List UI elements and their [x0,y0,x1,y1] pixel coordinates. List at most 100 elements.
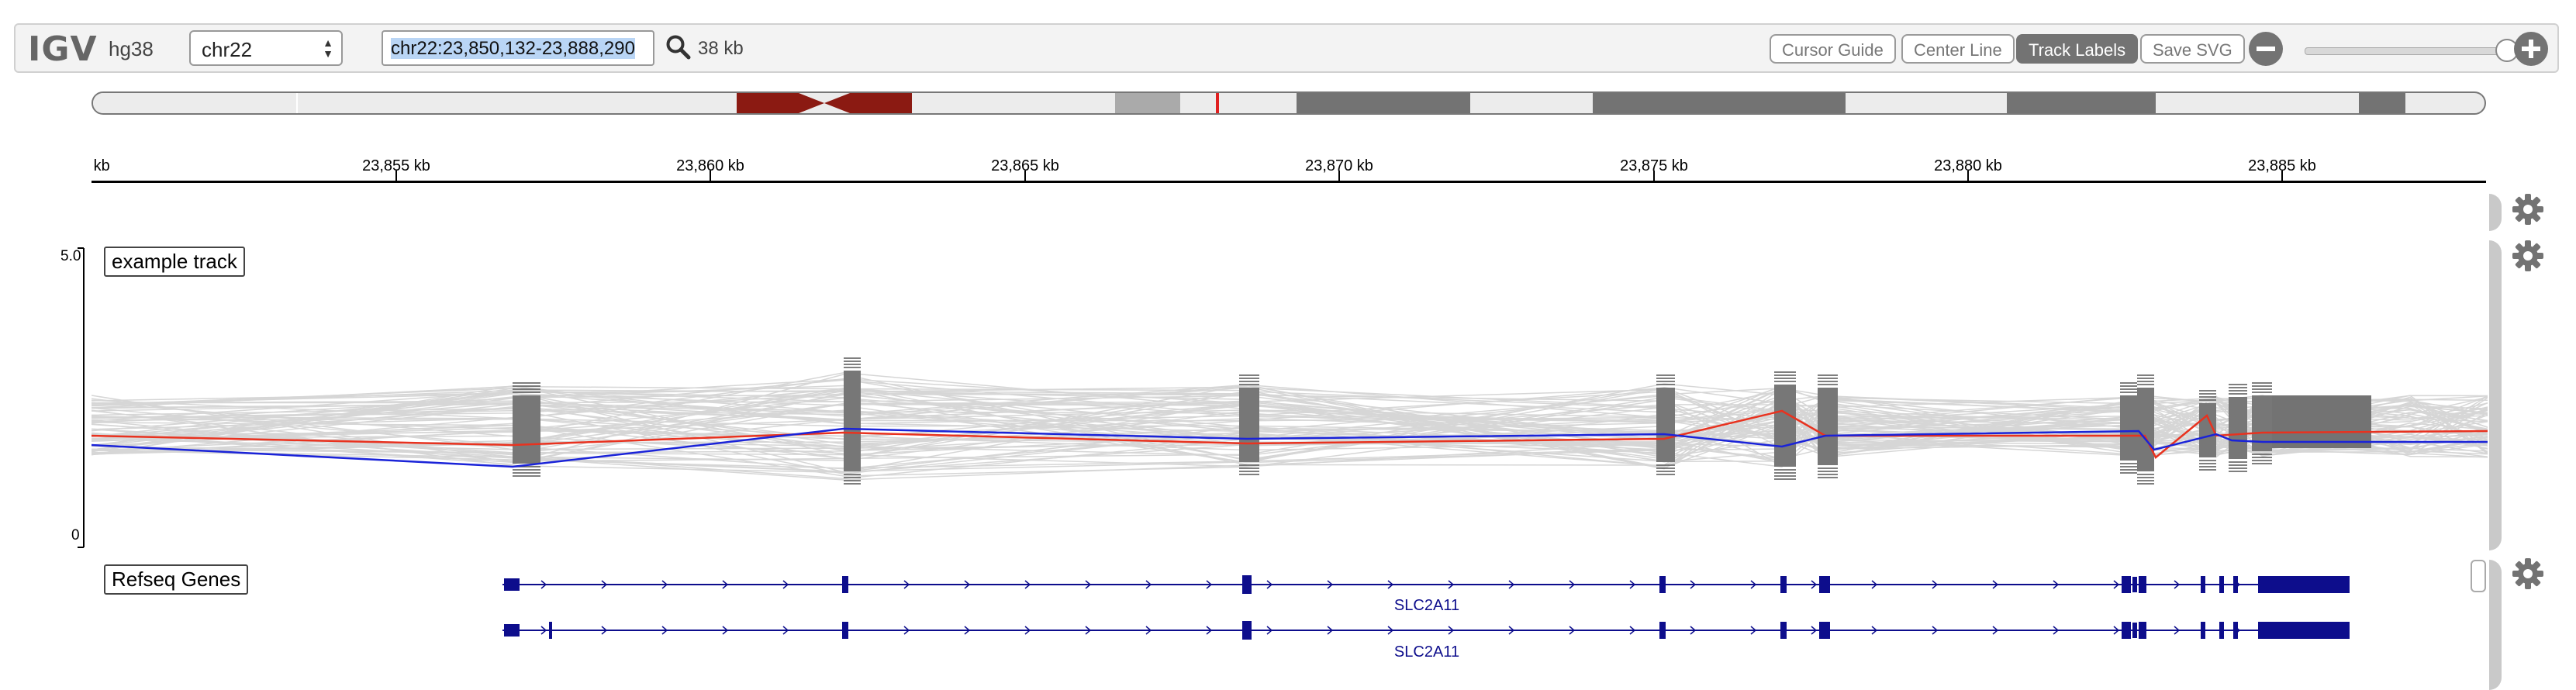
strand-arrow [1508,626,1515,635]
refseq-gene-plot[interactable] [92,558,2488,674]
exon-column [2137,388,2154,471]
exon-block [2255,395,2371,448]
gene-exon [1242,621,1252,640]
ruler-tick-label: 23,880 kb [1934,157,2002,174]
gene-exon [1659,576,1666,593]
ruler-tick [1024,171,1026,181]
strand-arrow [1387,626,1394,635]
chromosome-select[interactable]: chr22 ▲ ▼ [189,30,343,66]
strand-arrow [903,580,910,589]
strand-arrow [1206,580,1213,589]
strand-arrow [1327,626,1334,635]
ruler-track-gear-icon[interactable] [2511,192,2545,226]
ideogram-band [1115,93,1180,113]
strand-arrow [1569,626,1576,635]
track-axis-max: 5.0 [60,248,81,264]
track-axis [78,247,85,548]
ideogram-band [93,93,296,113]
strand-arrow [722,580,729,589]
strand-arrow [601,580,608,589]
gene-exon [842,576,848,593]
center-line-button[interactable]: Center Line [1901,34,2015,64]
strand-arrow [782,580,789,589]
sample-line [92,388,2488,461]
cursor-guide-button[interactable]: Cursor Guide [1770,34,1896,64]
sample-line [92,416,2488,460]
ruler-tick-label: 23,875 kb [1620,157,1688,174]
highlight-line-blue [92,427,2488,468]
gene-name-label: SLC2A11 [1393,643,1460,661]
example-track-gear-icon[interactable] [2511,239,2545,273]
strand-arrow [1690,580,1697,589]
ruler-tick [710,171,711,181]
strand-arrow [1750,626,1757,635]
ruler-tick-label: 23,885 kb [2248,157,2316,174]
strand-arrow [964,626,971,635]
sample-line [92,385,2488,467]
strand-arrow [1992,626,1999,635]
ruler-line [92,181,2486,183]
exon-column [844,371,861,471]
ruler-tick [1338,171,1340,181]
zoom-slider[interactable] [2305,47,2503,55]
refseq-track-scrollbar[interactable] [2489,560,2502,690]
gene-utr [2258,576,2350,593]
refseq-track-gear-icon[interactable] [2511,557,2545,591]
strand-arrow [1992,580,1999,589]
ruler-tick-label: 23,860 kb [676,157,744,174]
gene-exon [2122,576,2131,593]
current-region-marker [1216,93,1219,113]
gene-exon [2233,576,2238,593]
example-track-scrollbar[interactable] [2489,240,2502,550]
ideogram-band [2007,93,2156,113]
save-svg-button[interactable]: Save SVG [2140,34,2245,64]
gene-exon [2219,576,2224,593]
zoom-out-button[interactable] [2249,32,2283,66]
igv-navbar: IGV hg38 chr22 ▲ ▼ chr22:23,850,132-23,88… [14,23,2559,73]
ruler-tick-label: 0 kb [81,157,110,174]
exon-column [2120,395,2137,461]
track-labels-button[interactable]: Track Labels [2016,34,2139,64]
strand-arrow [782,626,789,635]
exon-column [1656,388,1675,462]
gene-exon [2233,622,2238,639]
gene-utr [2258,622,2350,639]
chromosome-select-value: chr22 [202,38,253,61]
ruler-tick-label: 23,855 kb [362,157,430,174]
strand-arrow [1811,626,1818,635]
search-icon[interactable] [665,34,692,60]
strand-arrow [661,626,668,635]
gene-exon [549,622,552,639]
strand-arrow [2113,626,2120,635]
genome-label[interactable]: hg38 [109,37,154,60]
strand-arrow [1145,626,1152,635]
gene-utr [2258,581,2269,588]
exon-column [513,395,540,464]
gene-exon [2132,623,2137,638]
exon-column [1818,388,1838,465]
strand-arrow [1629,626,1636,635]
gene-exon [2132,577,2137,592]
strand-arrow [722,626,729,635]
strand-arrow [1569,580,1576,589]
strand-arrow [1932,580,1939,589]
example-track-plot[interactable] [92,233,2488,550]
ideogram-band [296,93,298,113]
gene-exon [1780,622,1787,639]
strand-arrow [2174,626,2181,635]
centromere [737,93,912,113]
locus-search-input[interactable]: chr22:23,850,132-23,888,290 [382,30,654,66]
gene-exon [504,624,520,637]
zoom-in-button[interactable] [2514,32,2548,66]
strand-arrow [2053,626,2060,635]
gene-utr [2258,627,2269,633]
gene-exon [2122,622,2131,639]
ruler-track-scrollbar[interactable] [2489,194,2502,231]
strand-arrow [1448,626,1455,635]
strand-arrow [1629,580,1636,589]
ruler-tick [1967,171,1969,181]
exon-column [2229,397,2247,459]
expand-toggle[interactable] [2471,560,2486,592]
gene-exon [2139,622,2146,639]
chromosome-ideogram[interactable] [92,91,2486,115]
